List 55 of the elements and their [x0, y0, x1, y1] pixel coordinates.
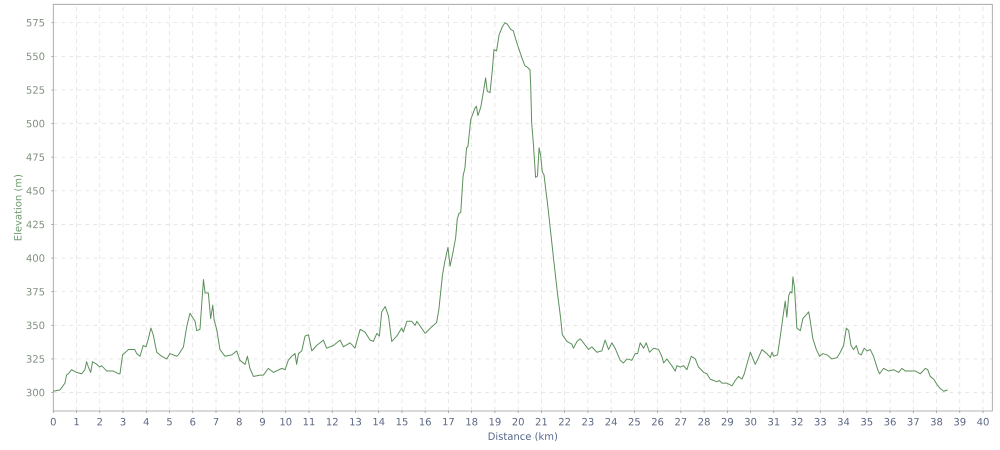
- x-tick-label: 3: [120, 418, 126, 426]
- y-tick-label: 550: [26, 52, 44, 60]
- x-axis-title: Distance (km): [488, 432, 558, 442]
- x-tick-label: 6: [190, 418, 196, 426]
- x-tick-label: 5: [167, 418, 172, 426]
- x-tick-label: 10: [280, 418, 292, 426]
- x-tick-label: 21: [536, 418, 547, 426]
- x-tick-label: 12: [326, 418, 338, 426]
- y-tick-label: 475: [26, 154, 44, 161]
- x-tick-label: 2: [97, 418, 102, 426]
- x-tick-label: 1: [74, 418, 79, 426]
- y-tick-label: 525: [26, 86, 44, 94]
- x-tick-label: 26: [652, 418, 664, 426]
- x-tick-label: 20: [512, 418, 524, 426]
- y-axis-title: Elevation (m): [14, 174, 23, 240]
- x-tick-label: 14: [373, 418, 384, 426]
- y-tick-label: 375: [26, 288, 44, 296]
- x-tick-label: 38: [930, 418, 942, 426]
- x-tick-label: 4: [144, 418, 149, 426]
- x-tick-label: 30: [744, 418, 756, 426]
- x-tick-label: 25: [628, 418, 640, 426]
- x-tick-label: 17: [443, 418, 454, 426]
- x-tick-label: 9: [260, 418, 265, 426]
- x-tick-label: 8: [236, 418, 242, 426]
- x-tick-label: 15: [396, 418, 408, 426]
- x-tick-label: 11: [304, 418, 314, 426]
- x-tick-label: 35: [861, 418, 872, 426]
- x-tick-label: 32: [791, 418, 802, 426]
- x-tick-label: 16: [420, 418, 431, 426]
- y-tick-label: 450: [26, 187, 44, 195]
- y-tick-label: 425: [26, 220, 44, 228]
- y-tick-label: 500: [26, 120, 44, 128]
- x-tick-label: 22: [559, 418, 570, 426]
- x-tick-label: 13: [350, 418, 362, 426]
- y-tick-label: 325: [26, 355, 44, 363]
- x-tick-label: 29: [722, 418, 734, 426]
- x-tick-label: 19: [490, 418, 501, 426]
- x-tick-label: 24: [606, 418, 617, 426]
- x-tick-label: 27: [675, 418, 686, 426]
- x-tick-label: 28: [698, 418, 710, 426]
- x-tick-label: 36: [884, 418, 896, 426]
- y-tick-label: 400: [26, 254, 44, 262]
- y-tick-label: 575: [26, 19, 44, 26]
- x-tick-label: 18: [466, 418, 478, 426]
- y-tick-label: 300: [26, 388, 44, 396]
- x-tick-label: 23: [582, 418, 594, 426]
- x-tick-label: 31: [768, 418, 780, 426]
- x-tick-label: 37: [908, 418, 919, 426]
- x-tick-label: 7: [214, 418, 218, 426]
- x-tick-label: 0: [50, 418, 56, 426]
- x-tick-label: 40: [977, 418, 989, 426]
- y-tick-label: 350: [26, 322, 44, 330]
- x-tick-label: 39: [954, 418, 966, 426]
- x-tick-label: 33: [814, 418, 826, 426]
- x-tick-label: 34: [838, 418, 850, 426]
